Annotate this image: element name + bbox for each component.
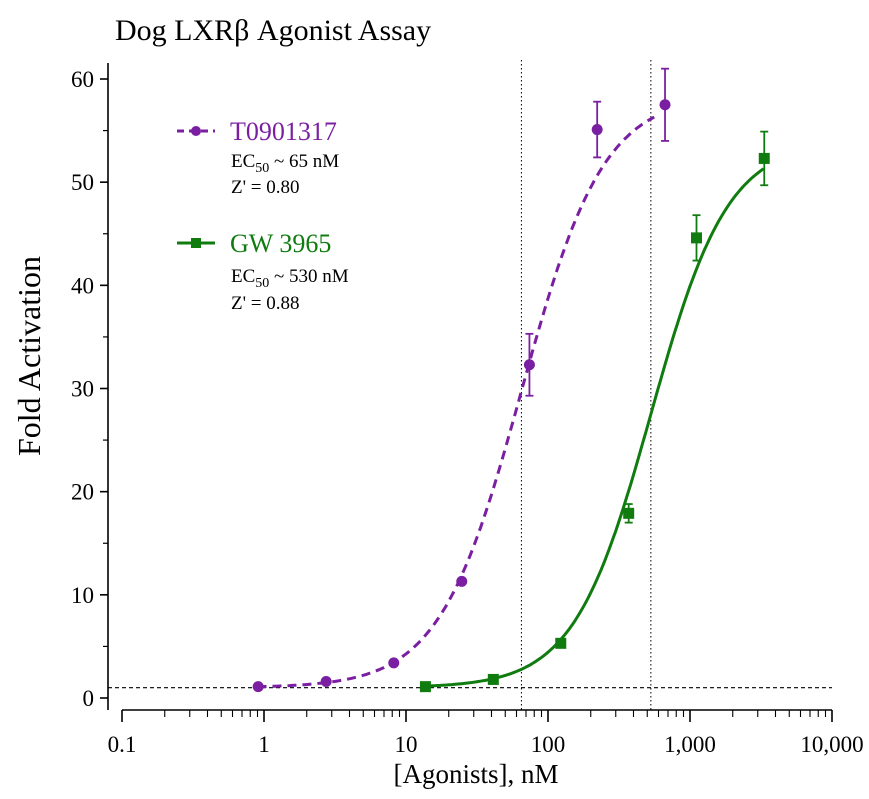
- data-point: [252, 681, 264, 693]
- y-tick-label: 10: [71, 583, 94, 608]
- x-tick-label: 1: [258, 732, 270, 757]
- data-point: [690, 232, 702, 244]
- legend-entry-t0901317: T0901317 EC50 ~ 65 nM Z' = 0.80: [177, 117, 339, 198]
- data-point: [659, 99, 671, 111]
- chart-title: Dog LXRβ Agonist Assay: [115, 14, 431, 47]
- x-tick-label: 10,000: [800, 732, 863, 757]
- fit-curve-0: [257, 115, 655, 689]
- ec50-label: EC: [231, 266, 255, 287]
- legend-entry-gw3965: GW 3965 EC50 ~ 530 nM Z' = 0.88: [177, 229, 349, 314]
- data-point: [623, 507, 635, 519]
- y-tick-label: 0: [83, 686, 95, 711]
- y-tick-label: 40: [71, 273, 94, 298]
- data-point: [523, 359, 535, 371]
- ec50-annotation-t0901317: EC50 ~ 65 nM: [231, 151, 339, 176]
- ec50-value: ~ 65 nM: [269, 151, 339, 172]
- legend-label-gw3965: GW 3965: [230, 229, 331, 258]
- x-tick-label: 1,000: [664, 732, 716, 757]
- y-tick-label: 60: [71, 67, 94, 92]
- z-factor-annotation-gw3965: Z' = 0.88: [231, 293, 300, 314]
- ec50-subscript: 50: [255, 276, 269, 291]
- data-point: [555, 637, 567, 649]
- fit-curve-1: [425, 167, 765, 688]
- axes: 0 10 20 30 40 50 60 0.1 1 10 100 1,000 10,000: [71, 63, 864, 757]
- y-tick-label: 50: [71, 170, 94, 195]
- y-tick-label: 30: [71, 377, 94, 402]
- data-point: [591, 124, 603, 136]
- ec50-value: ~ 530 nM: [269, 266, 349, 287]
- data-point: [320, 675, 332, 687]
- data-points: [252, 67, 770, 693]
- legend-marker-t0901317: [191, 126, 201, 136]
- fit-curves: [257, 115, 765, 689]
- x-tick-label: 100: [531, 732, 566, 757]
- legend-marker-gw3965: [191, 238, 201, 248]
- reference-lines: [108, 60, 832, 710]
- legend-label-t0901317: T0901317: [230, 117, 337, 146]
- ec50-label: EC: [231, 151, 255, 172]
- data-point: [456, 575, 468, 587]
- data-point: [419, 681, 431, 693]
- x-tick-label: 10: [395, 732, 418, 757]
- data-point: [388, 657, 400, 669]
- data-point: [487, 673, 499, 685]
- x-tick-label: 0.1: [108, 732, 137, 757]
- ec50-annotation-gw3965: EC50 ~ 530 nM: [231, 266, 349, 291]
- data-point: [758, 152, 770, 164]
- y-tick-label: 20: [71, 480, 94, 505]
- x-axis-label: [Agonists], nM: [393, 759, 558, 789]
- z-factor-annotation-t0901317: Z' = 0.80: [231, 177, 300, 198]
- y-axis-label: Fold Activation: [11, 256, 47, 456]
- ec50-subscript: 50: [255, 161, 269, 176]
